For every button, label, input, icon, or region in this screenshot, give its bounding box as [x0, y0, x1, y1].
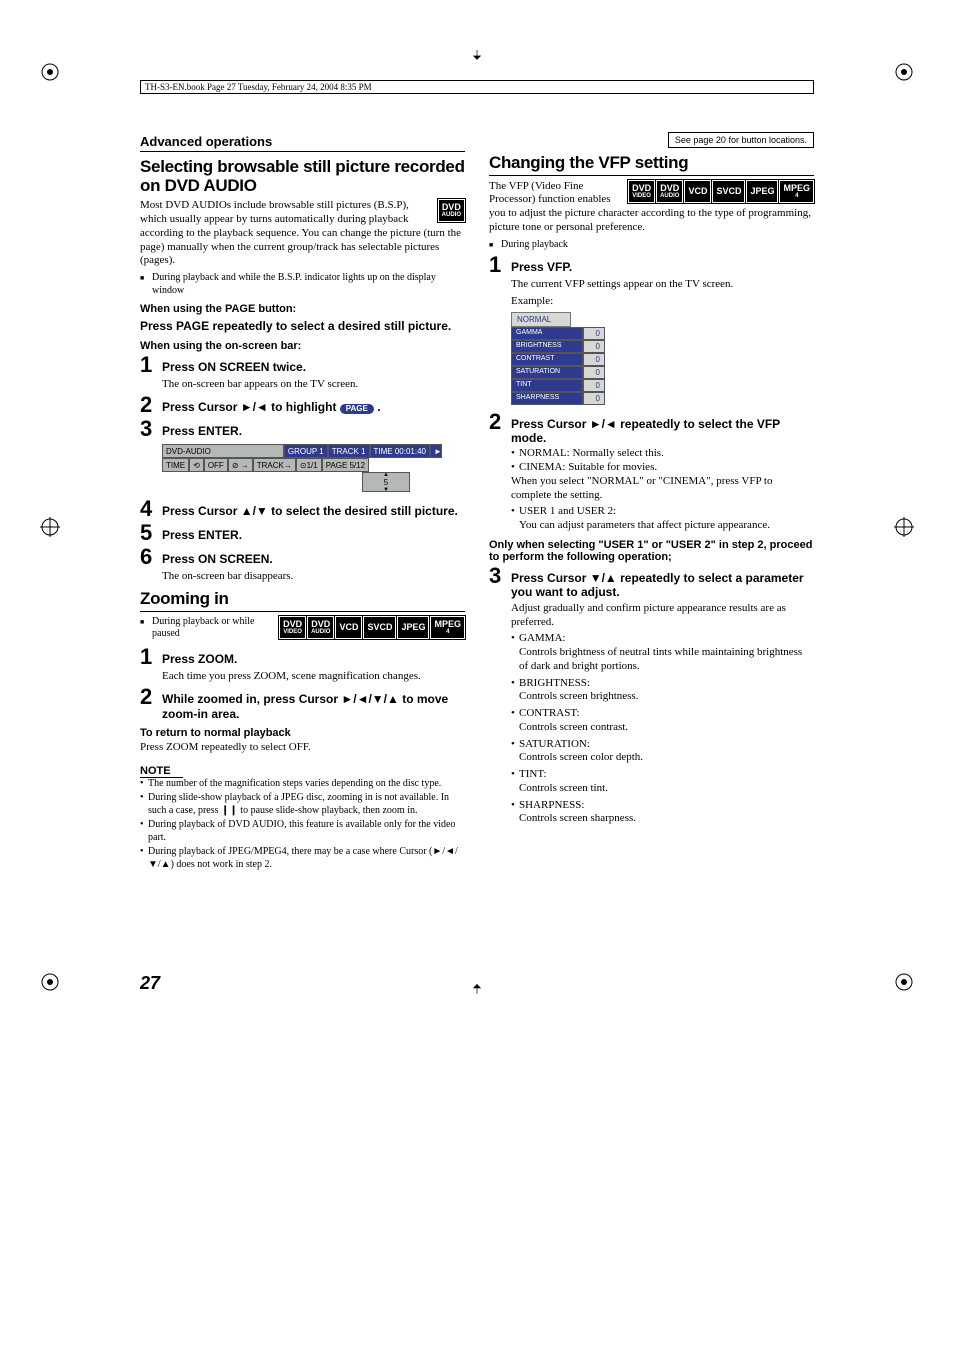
vfp-row: GAMMA0 [511, 327, 814, 340]
vfp-normal: NORMAL: Normally select this. [511, 447, 814, 461]
note-1: The number of the magnification steps va… [140, 778, 465, 791]
vfp-badges: DVDVIDEO DVDAUDIO VCD SVCD JPEG MPEG4 [628, 180, 814, 203]
vfp-step-3-sub: Adjust gradually and confirm picture app… [511, 602, 814, 630]
vfp-cinema: CINEMA: Suitable for movies. [511, 461, 814, 475]
content-columns: Advanced operations Selecting browsable … [60, 134, 894, 873]
vfp-row: CONTRAST0 [511, 353, 814, 366]
vfp-complete: When you select "NORMAL" or "CINEMA", pr… [511, 475, 814, 503]
crop-mark-icon [467, 50, 487, 70]
note-3: During playback of DVD AUDIO, this featu… [140, 819, 465, 844]
step-4: 4Press Cursor ▲/▼ to select the desired … [140, 498, 465, 520]
crop-mark-icon [40, 62, 60, 82]
vfp-settings-table: NORMAL GAMMA0BRIGHTNESS0CONTRAST0SATURAT… [511, 312, 814, 405]
vfp-mode: NORMAL [511, 312, 571, 327]
vfp-context: During playback [489, 239, 814, 252]
file-header: TH-S3-EN.book Page 27 Tuesday, February … [140, 80, 814, 94]
section-header: Advanced operations [140, 134, 465, 152]
param-desc: Controls screen contrast. [519, 721, 814, 735]
step-6: 6Press ON SCREEN. [140, 546, 465, 568]
when-page-heading: When using the PAGE button: [140, 303, 465, 315]
right-column: See page 20 for button locations. Changi… [489, 134, 814, 873]
vfp-user: USER 1 and USER 2: [511, 505, 814, 519]
press-page-instruction: Press PAGE repeatedly to select a desire… [140, 319, 465, 333]
param-item: SATURATION: [511, 738, 814, 752]
crop-mark-icon [467, 984, 487, 1004]
vfp-step-1: 1Press VFP. [489, 254, 814, 276]
return-heading: To return to normal playback [140, 727, 465, 739]
param-item: CONTRAST: [511, 707, 814, 721]
intro-text: DVDAUDIO Most DVD AUDIOs include browsab… [140, 199, 465, 268]
param-item: GAMMA: [511, 632, 814, 646]
crop-mark-icon [894, 972, 914, 992]
vfp-step-2: 2Press Cursor ►/◄ repeatedly to select t… [489, 411, 814, 446]
param-desc: Controls brightness of neutral tints whi… [519, 646, 814, 674]
vfp-row: SATURATION0 [511, 366, 814, 379]
step-6-sub: The on-screen bar disappears. [162, 570, 465, 584]
left-column: Advanced operations Selecting browsable … [140, 134, 465, 873]
param-desc: Controls screen tint. [519, 782, 814, 796]
param-desc: Controls screen color depth. [519, 751, 814, 765]
param-desc: Controls screen brightness. [519, 690, 814, 704]
step-1-sub: The on-screen bar appears on the TV scre… [162, 378, 465, 392]
badge-dvd-audio: DVDAUDIO [438, 199, 465, 222]
topic-zoom: Zooming in [140, 590, 465, 612]
section-title: Advanced operations [140, 134, 272, 149]
vfp-row: SHARPNESS0 [511, 392, 814, 405]
vfp-row: BRIGHTNESS0 [511, 340, 814, 353]
zoom-context: DVDVIDEO DVDAUDIO VCD SVCD JPEG MPEG4 Du… [140, 616, 465, 641]
step-1: 1Press ON SCREEN twice. [140, 354, 465, 376]
crop-mark-icon [40, 972, 60, 992]
zoom-step-2: 2While zoomed in, press Cursor ►/◄/▼/▲ t… [140, 686, 465, 721]
step-2: 2Press Cursor ►/◄ to highlight PAGE . [140, 394, 465, 416]
osd-display: DVD-AUDIO GROUP 1 TRACK 1 TIME 00:01:40 … [162, 444, 442, 492]
zoom-step-1-sub: Each time you press ZOOM, scene magnific… [162, 670, 465, 684]
page-indicator: ▲ 5 ▼ [362, 472, 410, 492]
zoom-step-1: 1Press ZOOM. [140, 646, 465, 668]
note-2: During slide-show playback of a JPEG dis… [140, 792, 465, 817]
only-when: Only when selecting "USER 1" or "USER 2"… [489, 539, 814, 563]
zoom-badges: DVDVIDEO DVDAUDIO VCD SVCD JPEG MPEG4 [279, 616, 465, 639]
param-desc: Controls screen sharpness. [519, 812, 814, 826]
vfp-step-3: 3Press Cursor ▼/▲ repeatedly to select a… [489, 565, 814, 600]
param-item: TINT: [511, 768, 814, 782]
crop-mark-icon [894, 62, 914, 82]
topic-browsable: Selecting browsable still picture record… [140, 158, 465, 195]
crop-mark-icon [894, 517, 914, 537]
note-4: During playback of JPEG/MPEG4, there may… [140, 846, 465, 871]
when-osb-heading: When using the on-screen bar: [140, 340, 465, 352]
vfp-user-sub: You can adjust parameters that affect pi… [519, 519, 814, 533]
vfp-intro: DVDVIDEO DVDAUDIO VCD SVCD JPEG MPEG4 Th… [489, 180, 814, 235]
crop-mark-icon [40, 517, 60, 537]
vfp-step-1-sub: The current VFP settings appear on the T… [511, 278, 814, 292]
see-page-box: See page 20 for button locations. [668, 132, 814, 148]
topic-vfp: Changing the VFP setting [489, 154, 814, 176]
example-label: Example: [511, 295, 814, 309]
page: TH-S3-EN.book Page 27 Tuesday, February … [0, 0, 954, 1054]
vfp-row: TINT0 [511, 379, 814, 392]
return-text: Press ZOOM repeatedly to select OFF. [140, 741, 465, 755]
step-5: 5Press ENTER. [140, 522, 465, 544]
context-bullet: During playback and while the B.S.P. ind… [140, 272, 465, 297]
param-item: SHARPNESS: [511, 799, 814, 813]
param-item: BRIGHTNESS: [511, 677, 814, 691]
step-3: 3Press ENTER. [140, 418, 465, 440]
note-label: NOTE [140, 765, 183, 778]
